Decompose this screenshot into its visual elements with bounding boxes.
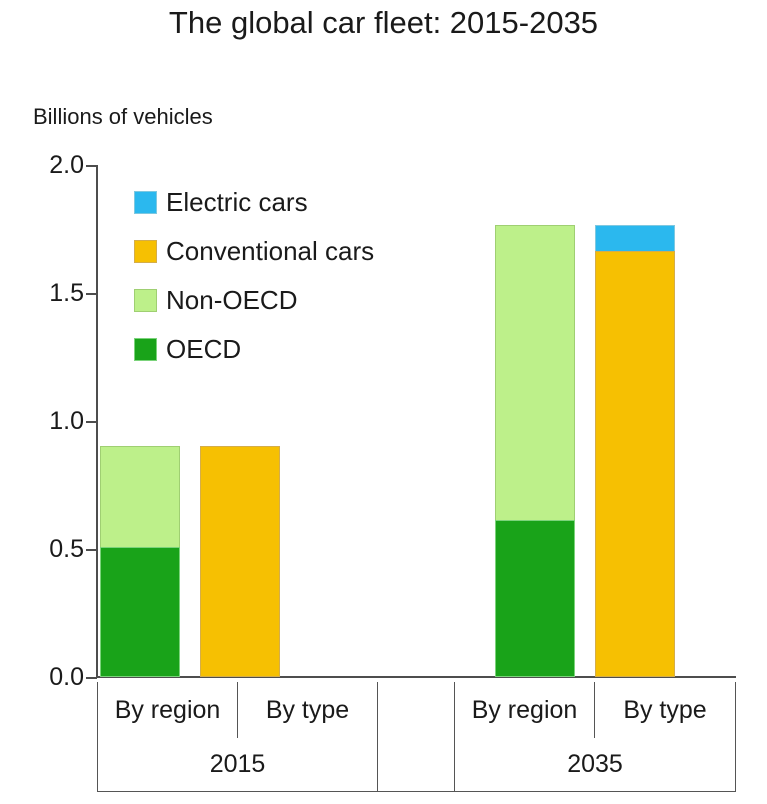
bar-2035-by-type[interactable] bbox=[595, 225, 675, 677]
bar-segment-conventional-2015[interactable] bbox=[200, 446, 280, 677]
y-tick-label-wrap-5: 0.0 bbox=[0, 665, 84, 690]
category-group-gap bbox=[378, 738, 455, 791]
legend-item-oecd[interactable]: OECD bbox=[134, 330, 464, 379]
legend-label-electric-cars: Electric cars bbox=[166, 187, 308, 217]
legend-swatch-oecd-icon bbox=[134, 338, 157, 361]
category-cell-2015-by-type: By type bbox=[238, 682, 378, 738]
y-axis-unit-caption: Billions of vehicles bbox=[33, 104, 213, 129]
y-tick-mark-1-5 bbox=[86, 293, 97, 295]
y-tick-label-1-0: 1.0 bbox=[49, 407, 84, 435]
y-axis-line bbox=[96, 165, 98, 678]
chart-legend: Electric cars Conventional cars Non-OECD… bbox=[134, 183, 464, 379]
legend-item-electric-cars[interactable]: Electric cars bbox=[134, 183, 464, 232]
y-tick-label-1-5: 1.5 bbox=[49, 279, 84, 307]
legend-item-non-oecd[interactable]: Non-OECD bbox=[134, 281, 464, 330]
category-axis-subrow: By region By type By region By type bbox=[98, 682, 735, 738]
chart-title: The global car fleet: 2015-2035 bbox=[168, 5, 599, 40]
y-tick-mark-0-5 bbox=[86, 549, 97, 551]
y-tick-label-wrap-3: 1.0 bbox=[0, 409, 84, 434]
category-axis-table: By region By type By region By type 2015… bbox=[97, 682, 736, 792]
legend-swatch-conventional-icon bbox=[134, 240, 157, 263]
x-axis-line bbox=[96, 676, 736, 678]
bar-2015-by-region[interactable] bbox=[100, 446, 180, 677]
y-tick-label-0-0: 0.0 bbox=[49, 663, 84, 691]
y-tick-label-2-0: 2.0 bbox=[49, 151, 84, 179]
bar-segment-non-oecd-2015[interactable] bbox=[100, 446, 180, 549]
bar-2035-by-region[interactable] bbox=[495, 225, 575, 677]
category-cell-2015-by-region: By region bbox=[98, 682, 238, 738]
legend-swatch-electric-icon bbox=[134, 191, 157, 214]
category-cell-2035-by-region: By region bbox=[455, 682, 595, 738]
category-group-2015: 2015 bbox=[98, 738, 378, 791]
y-tick-label-0-5: 0.5 bbox=[49, 535, 84, 563]
y-tick-label-wrap-4: 0.5 bbox=[0, 537, 84, 562]
category-axis-grouprow: 2015 2035 bbox=[98, 738, 735, 791]
bar-segment-oecd-2015[interactable] bbox=[100, 547, 180, 677]
category-cell-2035-by-type: By type bbox=[623, 695, 707, 724]
legend-label-conventional-cars: Conventional cars bbox=[166, 236, 375, 266]
y-tick-mark-2-0 bbox=[86, 165, 97, 167]
legend-label-oecd: OECD bbox=[166, 334, 242, 364]
bar-segment-oecd-2035[interactable] bbox=[495, 520, 575, 677]
legend-swatch-non-oecd-icon bbox=[134, 289, 157, 312]
legend-item-conventional-cars[interactable]: Conventional cars bbox=[134, 232, 464, 281]
y-tick-label-wrap-2: 2.0 bbox=[0, 153, 84, 178]
category-cell-gap bbox=[378, 682, 455, 738]
bar-segment-conventional-2035[interactable] bbox=[595, 251, 675, 677]
bar-segment-non-oecd-2035[interactable] bbox=[495, 225, 575, 522]
y-tick-mark-0-0 bbox=[86, 677, 97, 679]
bar-segment-electric-2035[interactable] bbox=[595, 225, 675, 252]
legend-label-non-oecd: Non-OECD bbox=[166, 285, 298, 315]
y-tick-mark-1-0 bbox=[86, 421, 97, 423]
y-tick-label-wrap-1: 1.5 bbox=[0, 281, 84, 306]
category-group-2035: 2035 bbox=[567, 750, 623, 778]
bar-2015-by-type[interactable] bbox=[200, 446, 280, 677]
